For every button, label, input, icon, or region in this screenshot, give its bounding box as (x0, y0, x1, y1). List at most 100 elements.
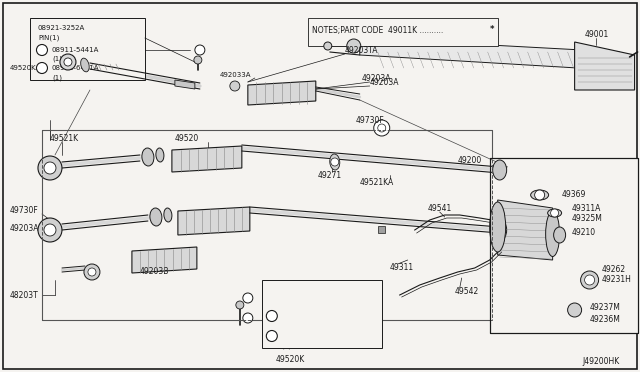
Circle shape (44, 162, 56, 174)
Ellipse shape (164, 208, 172, 222)
Text: 49730F: 49730F (356, 115, 385, 125)
Bar (378, 226, 385, 233)
Text: 49231H: 49231H (602, 276, 632, 285)
Bar (30, 18, 145, 80)
Circle shape (374, 120, 390, 136)
Circle shape (64, 58, 72, 66)
Text: 49203A: 49203A (362, 74, 391, 83)
Circle shape (36, 62, 47, 74)
Text: 49236M: 49236M (589, 315, 621, 324)
Circle shape (195, 45, 205, 55)
Circle shape (38, 156, 62, 180)
Circle shape (568, 303, 582, 317)
Text: 08921-3252A: 08921-3252A (272, 291, 319, 297)
Ellipse shape (142, 148, 154, 166)
Polygon shape (498, 200, 552, 260)
Circle shape (60, 54, 76, 70)
Text: 49271: 49271 (318, 170, 342, 180)
Text: PIN(1): PIN(1) (38, 35, 60, 41)
Text: N: N (246, 315, 250, 321)
Bar (308, 18, 498, 46)
Ellipse shape (531, 190, 548, 200)
Text: N: N (39, 65, 45, 71)
Polygon shape (178, 207, 250, 235)
Text: 08911-5441A: 08911-5441A (52, 47, 99, 53)
Text: 492033A: 492033A (220, 72, 252, 78)
Text: 49001: 49001 (584, 29, 609, 38)
Bar (490, 158, 637, 333)
Text: 49520K: 49520K (275, 356, 305, 365)
Text: 49311A: 49311A (572, 203, 601, 212)
Text: 49203A: 49203A (370, 77, 399, 87)
Ellipse shape (548, 209, 562, 217)
Text: 49210: 49210 (572, 228, 596, 237)
Text: 49521K: 49521K (50, 134, 79, 142)
Text: N: N (246, 295, 250, 301)
Text: 49369: 49369 (562, 189, 586, 199)
Polygon shape (172, 146, 242, 172)
Text: (1): (1) (282, 343, 292, 349)
Ellipse shape (546, 212, 559, 257)
Circle shape (44, 224, 56, 236)
Circle shape (580, 271, 598, 289)
Text: 08911-5441A: 08911-5441A (282, 313, 329, 319)
Text: 49541: 49541 (428, 203, 452, 212)
Text: 49730F: 49730F (10, 205, 39, 215)
Text: 49542: 49542 (454, 288, 479, 296)
Text: *: * (490, 25, 494, 33)
Text: 49203A: 49203A (10, 224, 40, 232)
Polygon shape (575, 42, 635, 90)
Polygon shape (132, 247, 197, 273)
Ellipse shape (330, 154, 340, 170)
Bar (42, 130, 492, 320)
Circle shape (230, 81, 240, 91)
Bar (262, 280, 381, 348)
Text: (1): (1) (52, 75, 62, 81)
Circle shape (194, 56, 202, 64)
Text: 49311: 49311 (390, 263, 414, 273)
Text: 48203T: 48203T (10, 291, 39, 299)
Ellipse shape (493, 160, 507, 180)
Text: 49200: 49200 (458, 155, 482, 164)
Ellipse shape (150, 208, 162, 226)
Circle shape (378, 124, 386, 132)
Circle shape (38, 218, 62, 242)
Ellipse shape (81, 58, 89, 72)
Text: N: N (269, 334, 274, 339)
Ellipse shape (490, 202, 506, 252)
Text: N: N (39, 48, 45, 52)
Polygon shape (175, 80, 195, 89)
Circle shape (266, 330, 277, 341)
Ellipse shape (493, 219, 507, 241)
Text: 49203TA: 49203TA (345, 45, 378, 55)
Ellipse shape (554, 227, 566, 243)
Circle shape (243, 293, 253, 303)
Circle shape (266, 311, 277, 321)
Circle shape (84, 264, 100, 280)
Text: (1): (1) (282, 323, 292, 329)
Bar (42, 130, 492, 320)
Bar (490, 158, 637, 333)
Text: PIN(1): PIN(1) (272, 301, 293, 307)
Text: 08921-3252A: 08921-3252A (38, 25, 85, 31)
Polygon shape (360, 38, 620, 68)
Circle shape (534, 190, 545, 200)
Text: N: N (269, 314, 274, 318)
Polygon shape (248, 81, 316, 105)
Text: 49521KA: 49521KA (360, 177, 394, 186)
Circle shape (584, 275, 595, 285)
Circle shape (331, 158, 339, 166)
Circle shape (36, 45, 47, 55)
Text: N: N (198, 48, 202, 52)
Text: 08911-6421A: 08911-6421A (52, 65, 99, 71)
Text: (1): (1) (52, 56, 62, 62)
Text: NOTES;PART CODE  49011K ..........: NOTES;PART CODE 49011K .......... (312, 26, 443, 35)
Circle shape (324, 42, 332, 50)
Ellipse shape (156, 148, 164, 162)
Circle shape (88, 268, 96, 276)
Circle shape (347, 39, 361, 53)
Text: 49520: 49520 (175, 134, 199, 142)
Circle shape (236, 301, 244, 309)
Circle shape (243, 313, 253, 323)
Text: J49200HK: J49200HK (582, 357, 620, 366)
